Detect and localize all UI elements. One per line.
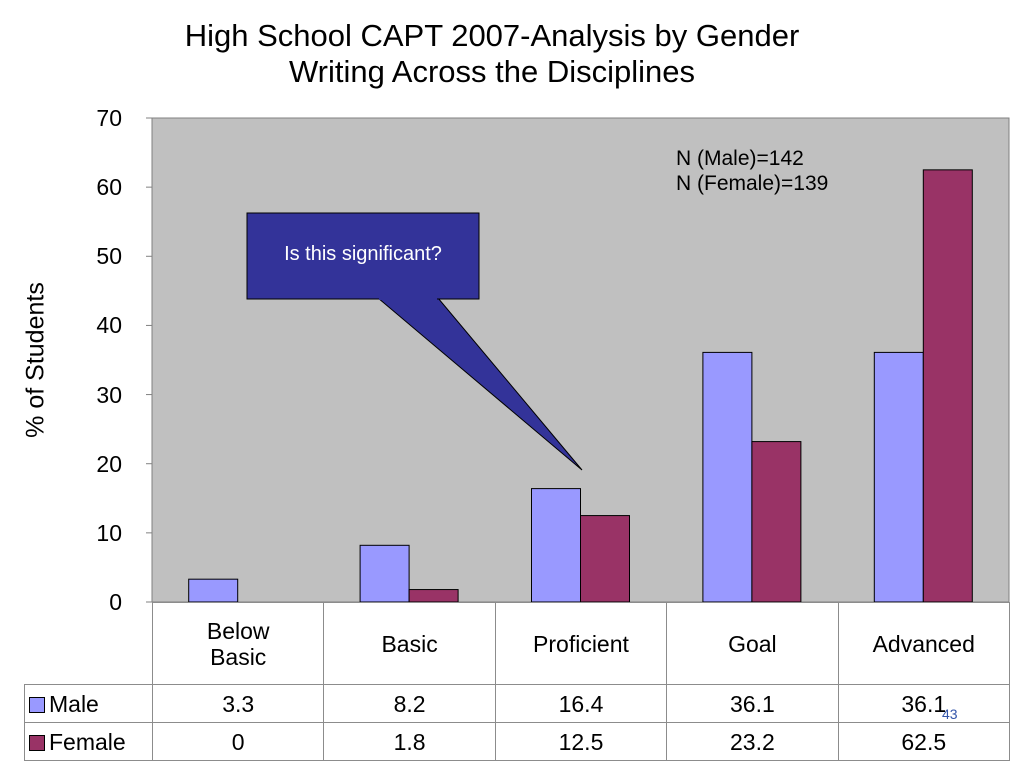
legend-swatch — [29, 734, 45, 751]
data-label: 23.2 — [666, 722, 839, 761]
bar-female-3 — [580, 515, 630, 603]
callout-joint — [379, 296, 437, 300]
bar-male-5 — [873, 351, 924, 603]
bar-female-4 — [751, 441, 802, 603]
category-label-line: Below — [206, 617, 270, 644]
data-label: 0 — [151, 722, 325, 761]
series-name: Male — [49, 690, 99, 717]
table-corner — [24, 602, 153, 685]
category-label-line: Basic — [210, 643, 267, 670]
category-label: Below Basic — [151, 602, 325, 685]
table-row: Female 0 1.8 12.5 23.2 62.5 — [24, 722, 1010, 761]
bar-female-5 — [922, 169, 973, 603]
n-female-label: N (Female)=139 — [676, 172, 829, 195]
callout-text: Is this significant? — [284, 243, 442, 265]
table-row: Male 3.3 8.2 16.4 36.1 36.1 — [24, 684, 1010, 723]
category-label: Advanced — [837, 602, 1010, 685]
data-label: 16.4 — [494, 684, 668, 723]
n-male-label: N (Male)=142 — [676, 147, 804, 170]
data-label: 12.5 — [494, 722, 668, 761]
bar-male-1 — [188, 578, 239, 603]
bar-male-4 — [702, 351, 753, 603]
category-label-line: Advanced — [872, 630, 975, 657]
page-number: 43 — [942, 706, 958, 722]
data-label: 3.3 — [151, 684, 325, 723]
bar-male-2 — [359, 544, 410, 603]
data-label: 8.2 — [323, 684, 496, 723]
callout-box — [246, 212, 480, 300]
bar-male-3 — [531, 488, 581, 603]
category-label: Basic — [323, 602, 496, 685]
chart-title-line2: Writing Across the Disciplines — [288, 54, 695, 89]
y-tick-label: 30 — [96, 381, 122, 408]
category-label-line: Proficient — [533, 630, 629, 657]
chart-title: High School CAPT 2007-Analysis by Gender… — [0, 18, 984, 90]
data-label: 1.8 — [323, 722, 496, 761]
category-label: Proficient — [494, 602, 668, 685]
sample-size-annotation: N (Male)=142 N (Female)=139 — [676, 146, 828, 196]
data-label: 62.5 — [837, 722, 1010, 761]
data-label: 36.1 — [837, 684, 1010, 723]
y-tick-label: 60 — [96, 174, 122, 201]
y-tick-label: 20 — [96, 450, 122, 477]
series-name: Female — [49, 728, 126, 755]
chart-title-line1: High School CAPT 2007-Analysis by Gender — [184, 18, 800, 53]
category-label-line: Goal — [728, 630, 777, 657]
y-tick-label: 10 — [96, 519, 122, 546]
legend-swatch — [29, 696, 45, 713]
y-tick-label: 50 — [96, 243, 122, 270]
table-header-row: Below Basic Basic Proficient Goal Advanced — [24, 602, 1010, 685]
legend-entry-male: Male — [24, 684, 153, 723]
y-tick-label: 70 — [96, 105, 122, 131]
y-axis-label: % of Students — [21, 282, 50, 438]
data-table: Below Basic Basic Proficient Goal Advanced Mal… — [24, 602, 1010, 761]
category-label-line: Basic — [381, 630, 438, 657]
data-label: 36.1 — [666, 684, 839, 723]
legend-entry-female: Female — [24, 722, 153, 761]
y-tick-label: 40 — [96, 312, 122, 339]
category-label: Goal — [666, 602, 839, 685]
bar-female-2 — [408, 589, 459, 603]
